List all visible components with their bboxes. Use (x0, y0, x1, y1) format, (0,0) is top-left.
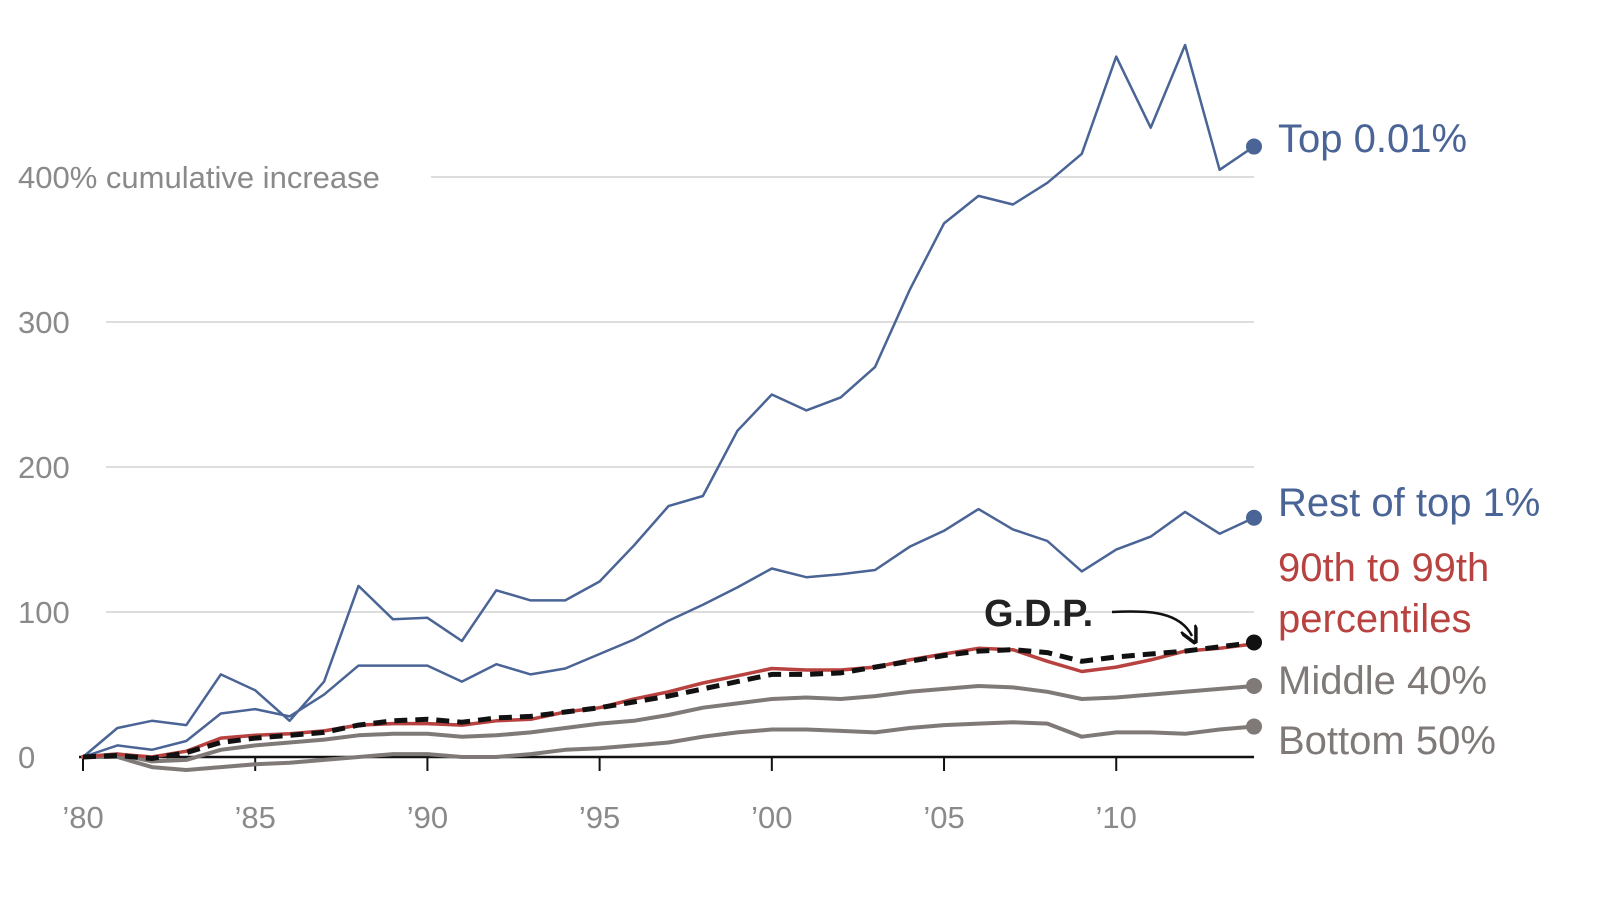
series-label-bottom-50: Bottom 50% (1278, 719, 1496, 763)
series-line-rest-of-top-1 (81, 507, 1256, 759)
y-tick-label: 0 (18, 740, 35, 775)
x-tick-label: ’80 (62, 800, 103, 835)
x-tick-label: ’10 (1096, 800, 1137, 835)
series-label-90th-to-99th-percentiles: 90th to 99th percentiles (1278, 546, 1489, 641)
series-endpoint-bottom-50 (1246, 718, 1262, 735)
series-line-bottom-50 (81, 720, 1256, 772)
series-line-g-d-p (82, 640, 1255, 761)
y-tick-label: 100 (18, 595, 70, 630)
x-tick-label: ’85 (235, 800, 276, 835)
gdp-annotation-label: G.D.P. (984, 593, 1093, 635)
x-tick-label: ’95 (579, 800, 620, 835)
y-tick-label: 400% cumulative increase (18, 160, 380, 195)
series-endpoint-top-0-01 (1246, 138, 1262, 155)
series-line-middle-40 (81, 684, 1256, 764)
gdp-annotation-arrow (1111, 610, 1192, 636)
y-tick-label: 300 (18, 305, 70, 340)
series-label-middle-40: Middle 40% (1278, 659, 1487, 703)
y-tick-label: 200 (18, 450, 70, 485)
x-tick-label: ’90 (407, 800, 448, 835)
series-line-top-0-01 (81, 43, 1256, 759)
x-tick-label: ’00 (751, 800, 792, 835)
series-label-rest-of-top-1: Rest of top 1% (1278, 481, 1540, 525)
series-endpoint-g-d-p (1246, 634, 1262, 651)
x-tick-label: ’05 (923, 800, 964, 835)
series-endpoint-middle-40 (1246, 677, 1262, 694)
series-endpoint-rest-of-top-1 (1246, 509, 1262, 526)
series-label-top-0-01: Top 0.01% (1278, 117, 1467, 161)
